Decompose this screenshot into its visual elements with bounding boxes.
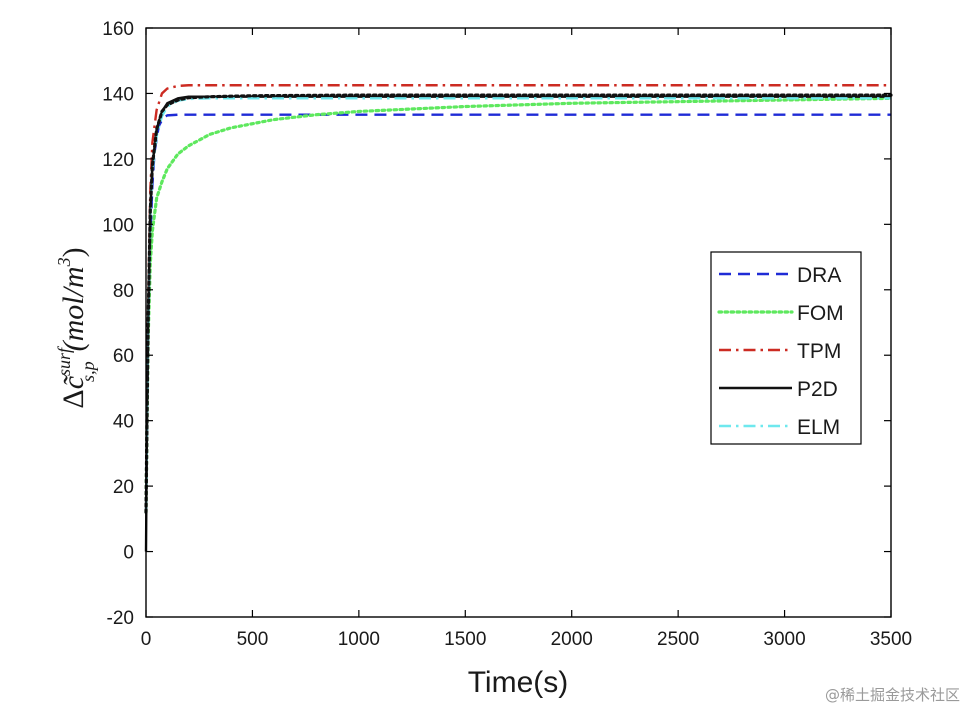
x-tick-label: 1500 — [444, 629, 486, 650]
watermark: @稀土掘金技术社区 — [825, 686, 960, 704]
y-axis-title-units-exponent: 3 — [54, 257, 74, 267]
y-tick-label: 0 — [123, 543, 134, 564]
x-tick-label: 2500 — [657, 629, 699, 650]
legend-label-dra: DRA — [797, 264, 841, 287]
x-tick-label: 3500 — [870, 629, 912, 650]
x-tick-label: 1000 — [338, 629, 380, 650]
y-axis-title-subscript: s,p — [78, 361, 98, 382]
legend-label-fom: FOM — [797, 302, 844, 325]
legend-label-p2d: P2D — [797, 378, 838, 401]
legend-items: DRA FOM TPM P2D ELM — [717, 264, 844, 439]
y-tick-label: 80 — [113, 281, 134, 302]
y-tick-label: 140 — [102, 84, 134, 105]
y-tick-label: 100 — [102, 215, 134, 236]
x-tick-label: 2000 — [551, 629, 593, 650]
x-tick-label: 0 — [141, 629, 152, 650]
x-tick-label: 3000 — [763, 629, 805, 650]
legend-label-elm: ELM — [797, 416, 840, 439]
y-tick-label: -20 — [107, 608, 134, 629]
axis-ticks — [145, 27, 892, 618]
y-axis-title-units: (mol/m — [57, 266, 90, 351]
plot-lines — [144, 84, 893, 552]
y-axis-title-superscript: surf — [54, 345, 74, 376]
y-axis-title-delta: Δ — [57, 389, 90, 408]
y-tick-label: 160 — [102, 19, 134, 40]
axes-box — [145, 27, 892, 618]
y-tick-label: 20 — [113, 477, 134, 498]
y-tick-label: 120 — [102, 150, 134, 171]
legend-box — [710, 251, 862, 445]
series-line-tpm — [144, 84, 891, 513]
x-axis-title: Time(s) — [468, 666, 569, 699]
y-tick-label: 40 — [113, 412, 134, 433]
legend-label-tpm: TPM — [797, 340, 841, 363]
y-axis-title-units-close: ) — [57, 247, 90, 257]
legend: DRA FOM TPM P2D ELM — [710, 251, 862, 445]
y-axis-title-symbol: c̃ — [57, 374, 90, 389]
series-line-overlay-5 — [144, 93, 893, 514]
y-axis-title: Δc̃surf s,p (mol/m3) — [54, 247, 98, 408]
y-tick-label: 60 — [113, 346, 134, 367]
x-tick-label: 500 — [237, 629, 269, 650]
axis-tick-labels: 0 500 1000 1500 2000 2500 3000 3500 -20 0 20 40 60 80… — [102, 19, 912, 650]
y-axis-title-text: Δc̃surf s,p (mol/m3) — [54, 247, 98, 408]
